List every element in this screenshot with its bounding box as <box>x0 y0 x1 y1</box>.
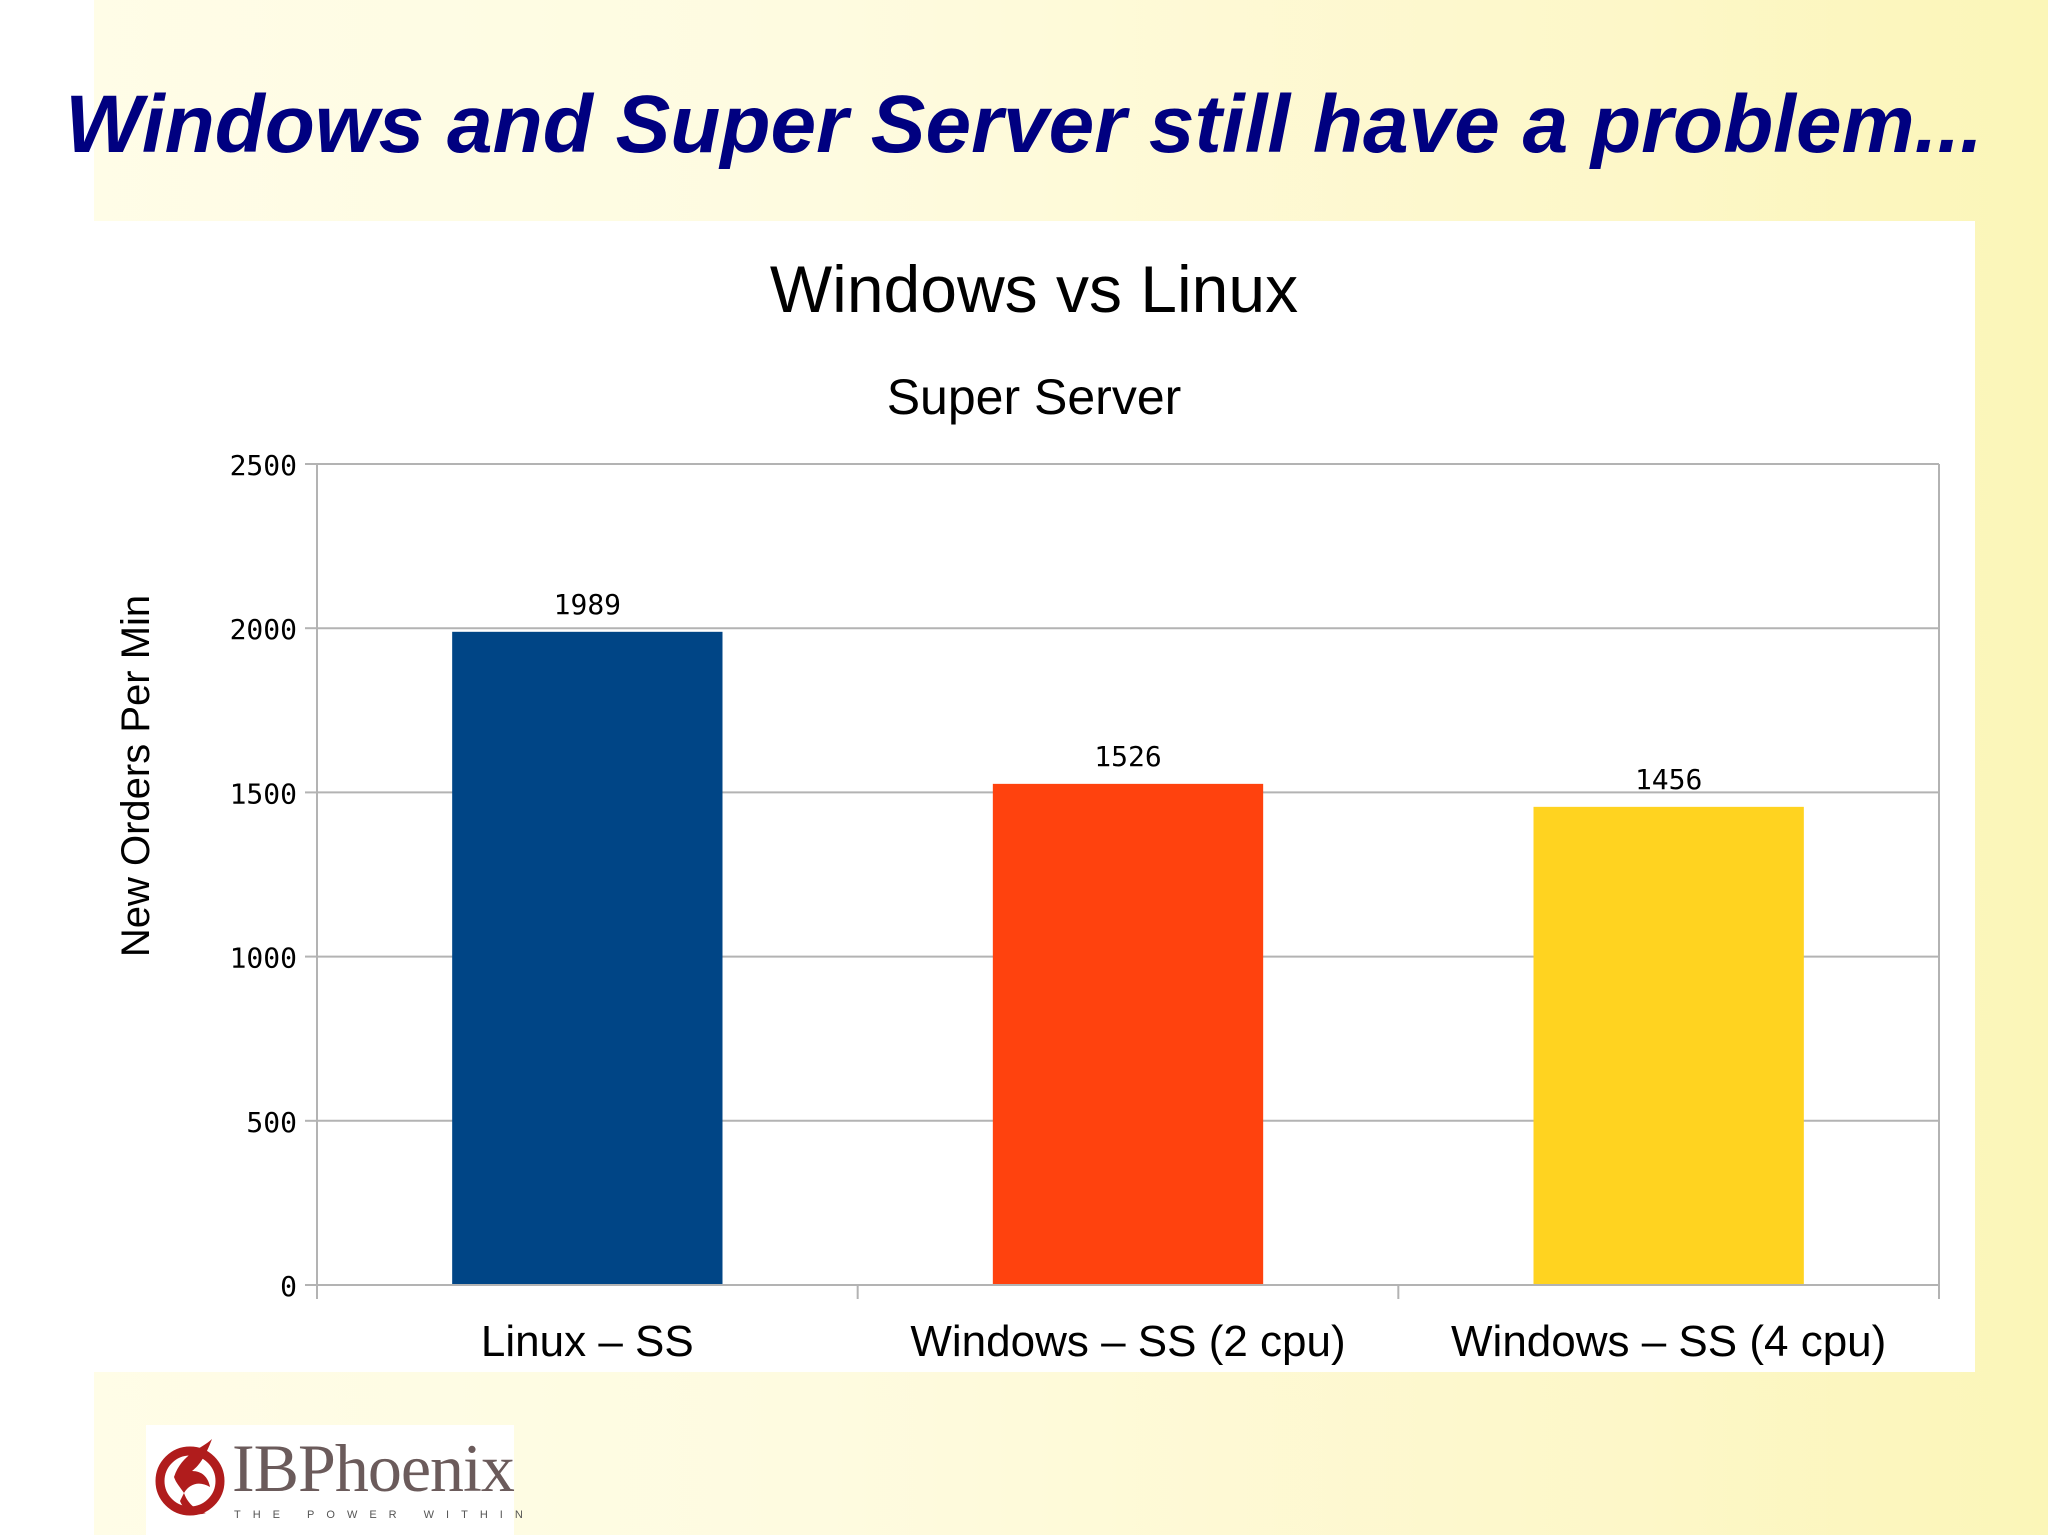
x-category-label: Windows – SS (4 cpu) <box>1451 1317 1886 1366</box>
bar <box>992 783 1264 1285</box>
x-category-label: Windows – SS (2 cpu) <box>910 1317 1345 1366</box>
bar <box>1533 806 1804 1285</box>
y-tick-label: 1000 <box>230 942 297 975</box>
bar-data-label: 1989 <box>554 588 621 621</box>
y-tick-label: 0 <box>280 1270 297 1303</box>
chart-title: Windows vs Linux <box>770 252 1298 326</box>
logo-tagline: THE POWER WITHIN <box>234 1509 535 1521</box>
logo-wordmark: IBPhoenix <box>232 1430 515 1506</box>
y-tick-label: 500 <box>246 1106 297 1139</box>
bar-chart: Windows vs Linux Super Server New Orders… <box>114 252 1940 1366</box>
ibphoenix-logo: IBPhoenix THE POWER WITHIN <box>146 1425 523 1535</box>
chart-subtitle: Super Server <box>887 369 1182 425</box>
y-tick-label: 2500 <box>230 449 297 482</box>
phoenix-icon <box>155 1439 225 1516</box>
y-tick-label: 1500 <box>230 777 297 810</box>
bar <box>452 631 723 1285</box>
x-category-label: Linux – SS <box>481 1317 694 1366</box>
y-tick-label: 2000 <box>230 613 297 646</box>
bar-data-label: 1526 <box>1094 740 1161 773</box>
chart-panel: Windows vs Linux Super Server New Orders… <box>61 221 1975 1372</box>
slide-title: Windows and Super Server still have a pr… <box>65 79 1983 170</box>
y-axis-label: New Orders Per Min <box>114 595 158 957</box>
bar-data-label: 1456 <box>1635 763 1702 796</box>
